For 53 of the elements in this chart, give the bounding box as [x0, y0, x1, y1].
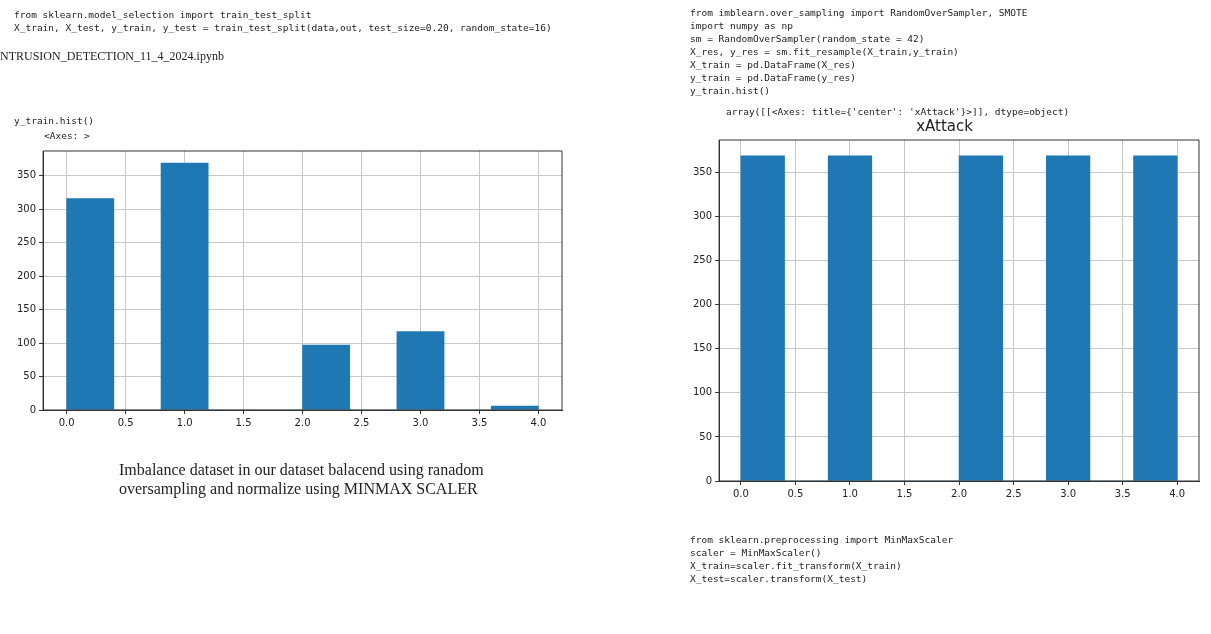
text: scaler = MinMaxScaler() [690, 546, 823, 559]
y-tick-label: 300 [692, 210, 713, 222]
x-tick-label: 0.0 [58, 416, 75, 428]
x-tick-label: 1.0 [176, 416, 193, 428]
text: from imblearn.over_sampling import RandomOverSampler, SMOTE [690, 6, 1029, 19]
x-tick-label: 0.0 [732, 487, 749, 499]
y-tick-label: 350 [16, 169, 37, 181]
text: import numpy as np [690, 19, 794, 32]
x-tick-label: 0.5 [787, 487, 804, 499]
y-tick-label: 300 [16, 202, 37, 214]
text: <Axes: > [44, 129, 91, 142]
y-tick-label: 150 [16, 303, 37, 315]
x-tick-label: 4.0 [1169, 487, 1186, 499]
text: y_train = pd.DataFrame(y_res) [690, 71, 857, 84]
text: y_train.hist() [690, 84, 772, 97]
y-tick-label: 150 [692, 342, 713, 354]
y-tick-label: 250 [16, 236, 37, 248]
y-tick-label: 50 [23, 370, 37, 382]
x-tick-label: 2.5 [353, 416, 370, 428]
x-tick-label: 1.5 [235, 416, 252, 428]
x-tick-label: 3.5 [471, 416, 488, 428]
x-tick-label: 0.5 [117, 416, 134, 428]
x-tick-label: 3.5 [1114, 487, 1131, 499]
text: NTRUSION_DETECTION_11_4_2024.ipynb [0, 48, 225, 64]
y-tick-label: 50 [699, 430, 713, 442]
y-tick-label: 200 [16, 269, 37, 281]
y-tick-label: 100 [16, 336, 37, 348]
text: array([[<Axes: title={'center': 'xAttack'}>]], dtype=object) [726, 105, 1071, 118]
y-tick-label: 100 [692, 386, 713, 398]
text: Imbalance dataset in our dataset balacend using ranadom oversampling and normalize using MINMAX SCALER [119, 460, 485, 498]
text: from sklearn.model_selection import train_test_split [14, 8, 313, 21]
y-tick-label: 0 [705, 474, 713, 486]
x-tick-label: 3.0 [1060, 487, 1077, 499]
y-tick-label: 0 [29, 403, 37, 415]
y-tick-label: 200 [692, 298, 713, 310]
x-tick-label: 4.0 [530, 416, 547, 428]
text: X_res, y_res = sm.fit_resample(X_train,y_train) [690, 45, 960, 58]
text: sm = RandomOverSampler(random_state = 42) [690, 32, 926, 45]
x-tick-label: 1.0 [842, 487, 858, 499]
text: X_test=scaler.transform(X_test) [690, 572, 869, 585]
y-tick-label: 250 [692, 254, 713, 266]
chart-title: xAttack [916, 116, 974, 135]
text: y_train.hist() [14, 114, 96, 127]
x-tick-label: 2.0 [294, 416, 311, 428]
text: X_train = pd.DataFrame(X_res) [690, 58, 857, 71]
text: from sklearn.preprocessing import MinMaxScaler [690, 533, 955, 546]
text: X_train, X_test, y_train, y_test = train_test_split(data,out, test_size=0.20, random_state=16) [14, 21, 553, 34]
x-tick-label: 1.5 [896, 487, 913, 499]
x-tick-label: 3.0 [412, 416, 429, 428]
x-tick-label: 2.0 [951, 487, 967, 499]
y-tick-label: 350 [692, 166, 713, 178]
x-tick-label: 2.5 [1005, 487, 1022, 499]
text: X_train=scaler.fit_transform(X_train) [690, 559, 903, 572]
